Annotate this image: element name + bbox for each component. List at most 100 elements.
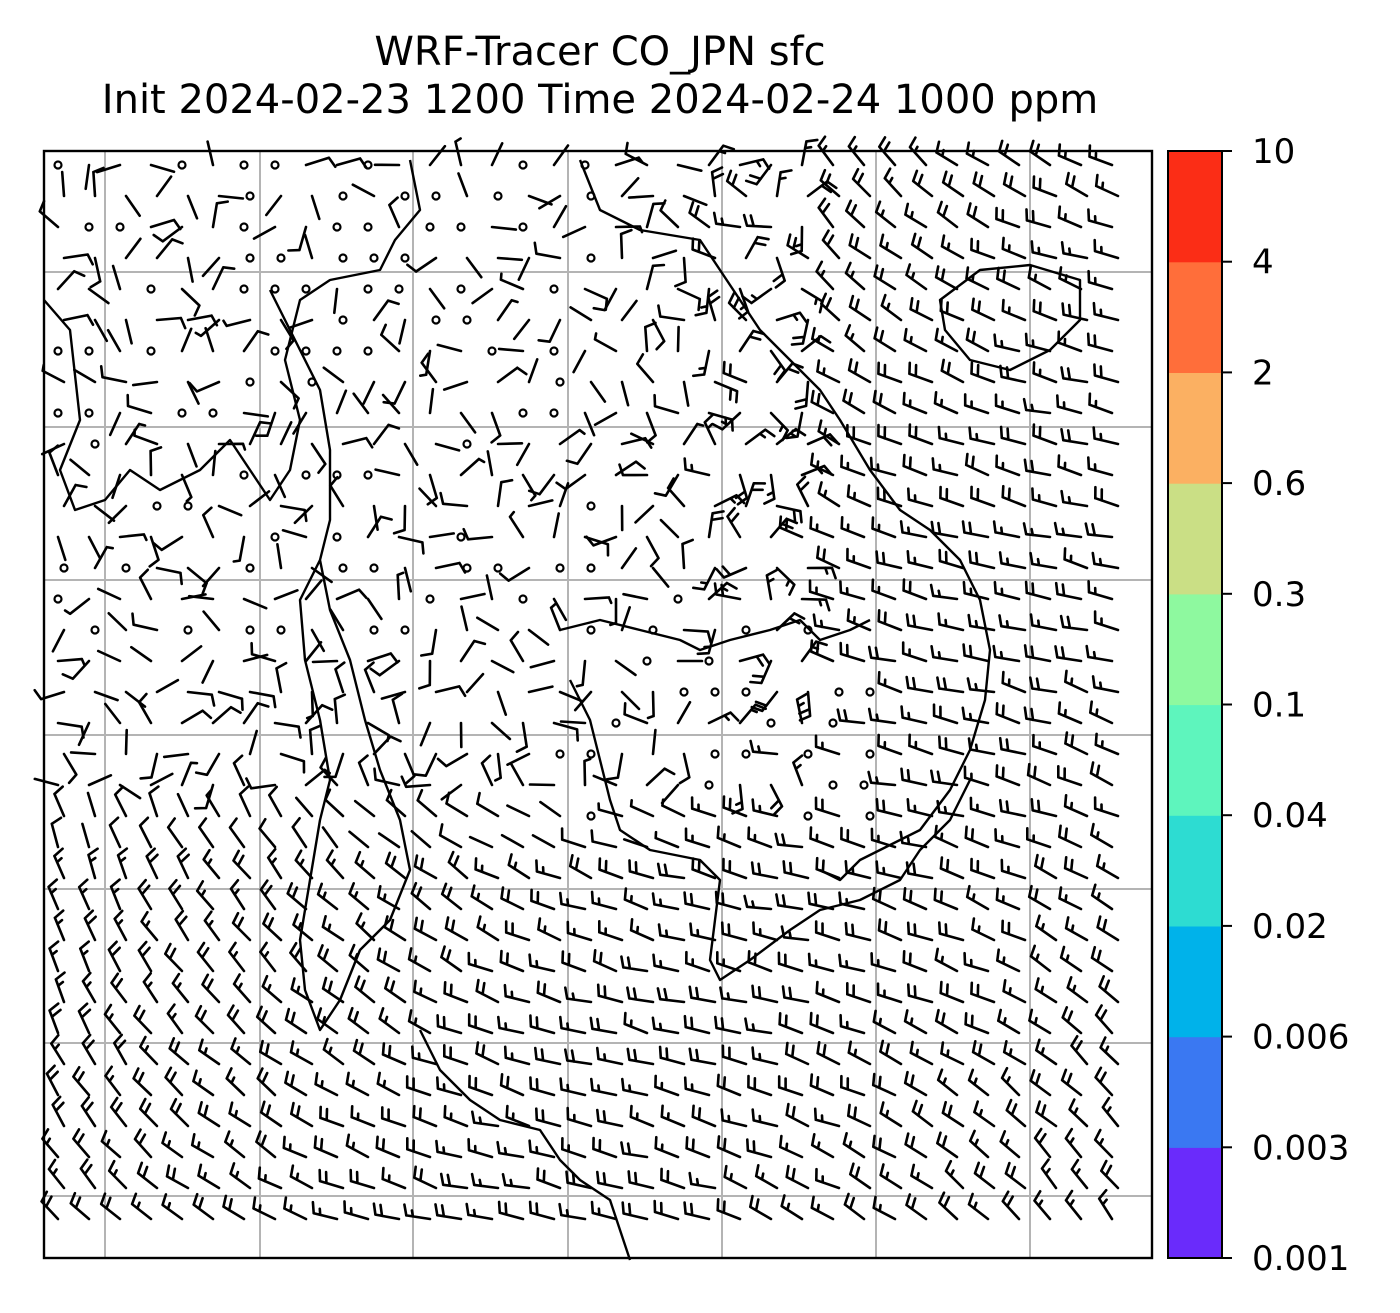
wind-barb: [844, 921, 872, 942]
calm-wind-marker: [586, 501, 596, 511]
wind-barb: [1064, 1127, 1083, 1159]
wind-barb: [162, 752, 190, 759]
wind-barb: [476, 791, 500, 818]
wind-barb: [1091, 551, 1120, 570]
wind-barb: [998, 614, 1027, 632]
wind-barb: [656, 862, 686, 880]
wind-barb: [284, 1007, 308, 1035]
wind-barb: [1093, 796, 1120, 818]
wind-barb: [971, 297, 996, 322]
wind-barb: [494, 752, 502, 782]
wind-barb: [372, 504, 379, 531]
wind-barb: [995, 454, 1021, 477]
wind-barb: [969, 796, 996, 818]
wind-barb: [261, 974, 283, 1004]
wind-barb: [1095, 853, 1120, 880]
wind-barb: [589, 1016, 618, 1035]
calm-wind-marker: [518, 408, 528, 418]
wind-barb: [1031, 487, 1058, 508]
wind-barb: [583, 596, 613, 605]
wind-barb: [620, 955, 649, 973]
wind-barb: [403, 1203, 432, 1221]
wind-barb: [995, 764, 1021, 787]
wind-barb: [109, 1096, 128, 1128]
calm-wind-marker: [332, 222, 342, 232]
wind-barb: [965, 327, 990, 353]
wind-barb: [186, 256, 194, 283]
wind-barb: [874, 200, 897, 229]
wind-barb: [322, 366, 345, 384]
wind-barb: [155, 238, 184, 260]
wind-barb: [329, 475, 345, 508]
wind-barb: [1090, 822, 1114, 849]
calm-wind-marker: [456, 222, 466, 232]
wind-barb: [149, 163, 176, 174]
wind-barb: [1087, 456, 1114, 477]
wind-barb: [592, 1136, 618, 1159]
wind-barb: [363, 661, 376, 694]
wind-barb: [289, 1164, 314, 1190]
wind-barb: [509, 630, 525, 663]
wind-barb: [1057, 205, 1083, 229]
wind-barb: [1000, 858, 1027, 880]
wind-barb: [279, 421, 293, 446]
wind-barb: [136, 1161, 159, 1190]
wind-barb: [53, 909, 66, 942]
wind-barb: [72, 1066, 91, 1097]
wind-barb: [470, 1172, 500, 1190]
wind-barb: [621, 1201, 649, 1221]
wind-barb: [751, 984, 779, 1004]
wind-barb: [490, 225, 518, 231]
wind-barb: [817, 419, 841, 446]
wind-barb: [205, 789, 221, 818]
wind-barb: [691, 1104, 717, 1128]
wind-barb: [970, 485, 996, 508]
wind-barb: [750, 861, 779, 880]
wind-barb: [224, 1130, 246, 1159]
wind-barb: [528, 1139, 556, 1159]
wind-barb: [786, 233, 810, 260]
wind-barb: [815, 1167, 841, 1190]
calm-wind-marker: [53, 594, 63, 604]
wind-barb: [252, 225, 277, 240]
wind-barb: [273, 473, 287, 499]
wind-barb: [877, 609, 903, 632]
wind-barb: [696, 628, 717, 656]
wind-barb: [535, 1107, 562, 1128]
wind-barb: [590, 1077, 618, 1097]
wind-barb: [256, 1067, 277, 1097]
wind-barb: [1092, 426, 1120, 446]
wind-barb: [352, 1038, 376, 1066]
wind-barb: [1023, 706, 1052, 725]
calm-wind-marker: [84, 408, 94, 418]
title-line-1: WRF-Tracer CO_JPN sfc: [374, 29, 826, 75]
wind-barb: [228, 941, 246, 973]
wind-barb: [575, 659, 587, 688]
wind-barb: [527, 358, 539, 384]
wind-barb: [145, 847, 159, 880]
wind-barb: [438, 823, 463, 849]
calm-wind-marker: [642, 656, 652, 666]
wind-barb: [139, 752, 159, 780]
wind-barb: [938, 548, 965, 570]
wind-barb: [420, 628, 438, 657]
wind-barb: [589, 380, 607, 403]
wind-barb: [380, 1106, 407, 1128]
wind-barb: [838, 891, 866, 911]
wind-barb: [468, 1074, 494, 1097]
wind-barb: [124, 237, 142, 260]
wind-barb: [627, 194, 655, 199]
wind-barb: [131, 612, 159, 632]
wind-barb: [688, 201, 711, 229]
wind-barb: [839, 1013, 866, 1035]
wind-barb: [528, 953, 556, 973]
wind-barb: [508, 510, 525, 539]
wind-barb: [174, 909, 190, 942]
calm-wind-marker: [611, 718, 621, 728]
calm-wind-marker: [177, 408, 187, 418]
wind-barb: [744, 482, 767, 508]
wind-barb: [204, 326, 215, 353]
wind-barb: [871, 1072, 897, 1097]
wind-barb: [691, 237, 717, 260]
